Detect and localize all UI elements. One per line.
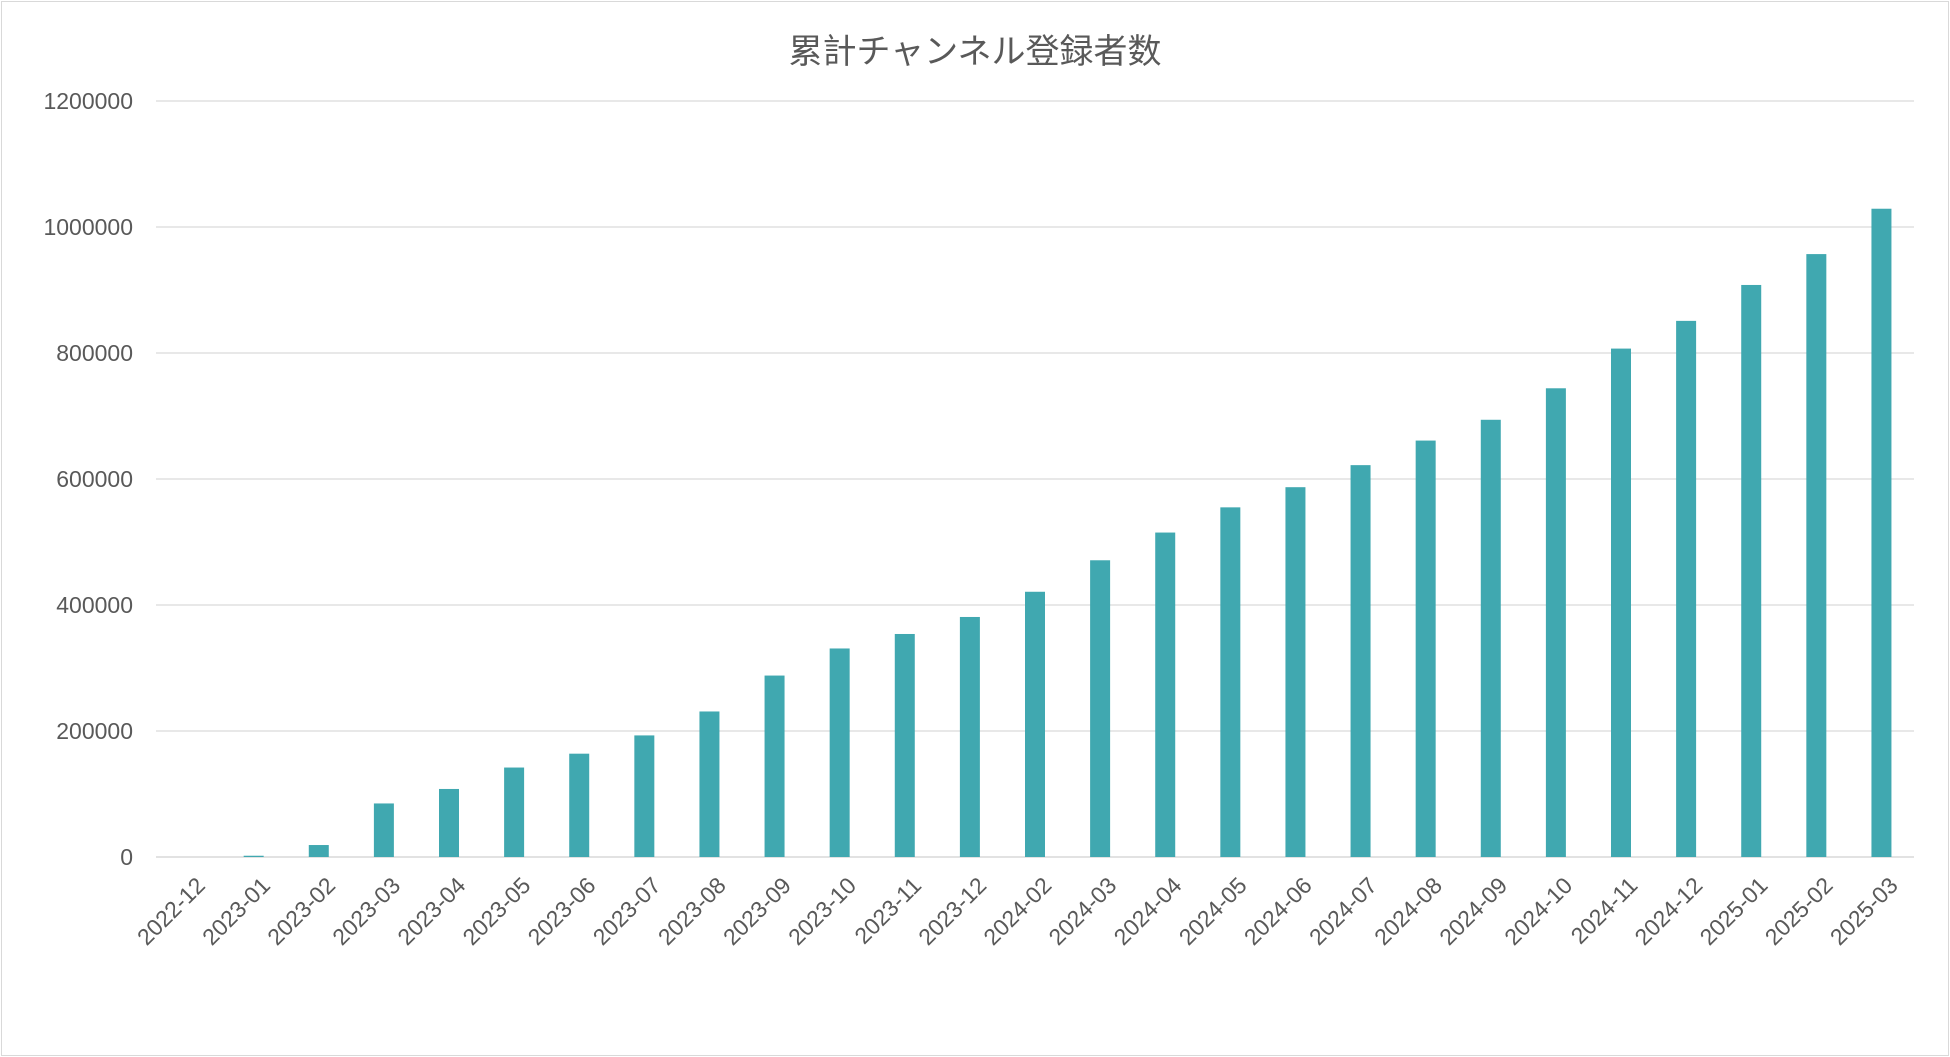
- x-tick-label: 2024-08: [1369, 872, 1447, 950]
- bar: [1871, 208, 1892, 858]
- x-tick-label: 2025-01: [1695, 872, 1773, 950]
- bar: [829, 648, 850, 857]
- x-tick-label: 2024-11: [1566, 872, 1643, 949]
- bar: [308, 845, 329, 857]
- bar: [764, 675, 785, 857]
- y-tick-label: 400000: [56, 592, 133, 618]
- bar: [569, 753, 590, 857]
- bar: [1155, 532, 1176, 857]
- x-tick-label: 2023-02: [262, 872, 340, 950]
- bar: [634, 735, 655, 857]
- bar: [1480, 419, 1501, 857]
- x-tick-label: 2023-01: [197, 872, 275, 950]
- y-axis-ticks: 0 200000 400000 600000 800000 1000000 1200000: [43, 88, 133, 870]
- x-tick-label: 2023-10: [783, 872, 861, 950]
- bar: [1806, 254, 1827, 858]
- x-tick-label: 2024-10: [1499, 872, 1577, 950]
- bar: [1285, 487, 1306, 857]
- chart-title: 累計チャンネル登録者数: [789, 32, 1162, 72]
- x-tick-label: 2025-03: [1825, 872, 1903, 950]
- x-tick-label: 2023-09: [718, 872, 796, 950]
- x-tick-label: 2023-12: [913, 872, 991, 950]
- y-tick-label: 1000000: [43, 214, 133, 240]
- bar: [699, 711, 720, 857]
- y-tick-label: 1200000: [43, 88, 133, 114]
- x-tick-label: 2024-02: [978, 872, 1056, 950]
- bar: [243, 855, 264, 857]
- x-tick-label: 2024-07: [1304, 872, 1382, 950]
- y-tick-label: 800000: [56, 340, 133, 366]
- x-tick-label: 2023-07: [588, 872, 666, 950]
- bar: [1025, 591, 1045, 857]
- bar: [373, 803, 394, 857]
- bar: [1611, 348, 1631, 857]
- x-axis-ticks: 2022-122023-012023-022023-032023-042023-…: [132, 872, 1903, 950]
- bar: [1741, 284, 1762, 858]
- y-tick-label: 0: [120, 844, 133, 870]
- bar: [439, 788, 459, 857]
- x-tick-label: 2023-11: [849, 872, 926, 949]
- x-tick-label: 2024-09: [1434, 872, 1512, 950]
- bar: [1090, 560, 1111, 857]
- x-tick-label: 2024-06: [1239, 872, 1317, 950]
- x-tick-label: 2024-12: [1629, 872, 1707, 950]
- x-tick-label: 2024-04: [1109, 872, 1187, 950]
- x-tick-label: 2023-08: [653, 872, 731, 950]
- x-tick-label: 2023-04: [392, 872, 470, 950]
- y-tick-label: 200000: [56, 718, 133, 744]
- y-tick-label: 600000: [56, 466, 133, 492]
- bar: [1220, 507, 1241, 857]
- bar: [959, 616, 980, 857]
- x-tick-label: 2023-06: [523, 872, 601, 950]
- bar: [1350, 465, 1371, 857]
- bar: [1545, 388, 1566, 857]
- x-tick-label: 2024-05: [1174, 872, 1252, 950]
- x-tick-label: 2024-03: [1043, 872, 1121, 950]
- bar: [1415, 440, 1436, 857]
- x-tick-label: 2023-05: [457, 872, 535, 950]
- bar: [504, 767, 525, 857]
- bars: [243, 208, 1892, 858]
- x-tick-label: 2022-12: [132, 872, 210, 950]
- x-tick-label: 2025-02: [1760, 872, 1838, 950]
- bar: [894, 633, 915, 857]
- x-tick-label: 2023-03: [327, 872, 405, 950]
- bar: [1676, 320, 1697, 857]
